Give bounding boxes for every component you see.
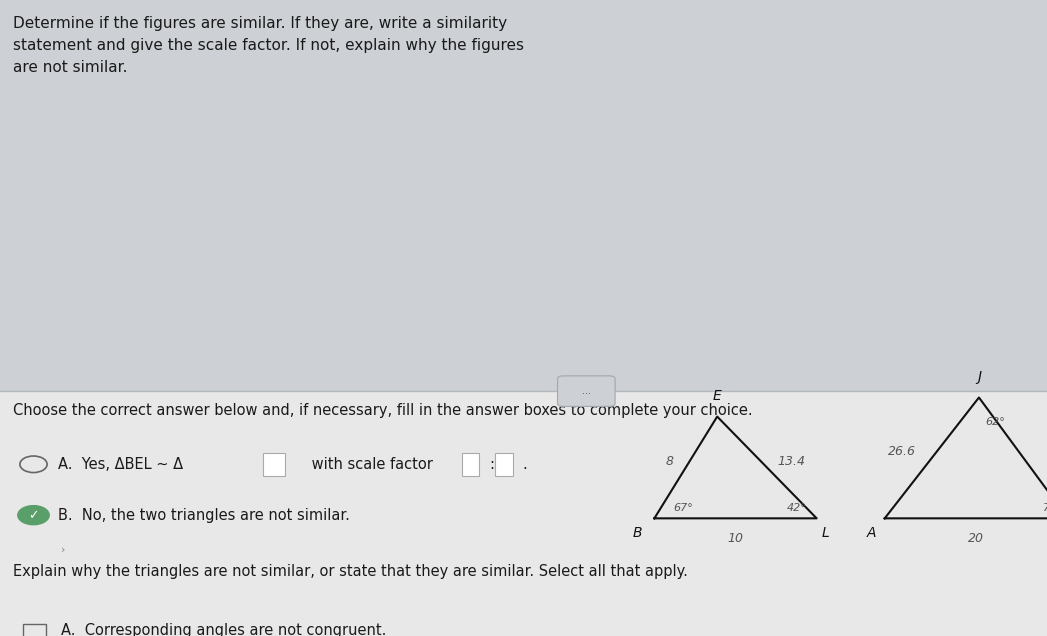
Text: 67°: 67° (673, 503, 693, 513)
Text: ...: ... (582, 386, 591, 396)
FancyBboxPatch shape (557, 376, 616, 406)
Text: 62°: 62° (985, 417, 1005, 427)
Text: :: : (489, 457, 494, 472)
Text: A: A (867, 526, 876, 540)
FancyBboxPatch shape (0, 391, 1047, 636)
Text: 20: 20 (968, 532, 984, 545)
Text: L: L (822, 526, 829, 540)
Text: 10: 10 (728, 532, 743, 545)
Text: ✓: ✓ (28, 509, 39, 522)
Text: .: . (522, 457, 528, 472)
Text: 42°: 42° (786, 503, 806, 513)
Text: A.  Yes, ΔBEL ∼ Δ: A. Yes, ΔBEL ∼ Δ (58, 457, 183, 472)
Text: A.  Corresponding angles are not congruent.: A. Corresponding angles are not congruen… (61, 623, 386, 636)
Circle shape (18, 506, 49, 525)
Text: with scale factor: with scale factor (307, 457, 438, 472)
Text: 26.6: 26.6 (888, 445, 916, 458)
Text: B: B (632, 526, 642, 540)
Text: Determine if the figures are similar. If they are, write a similarity
statement : Determine if the figures are similar. If… (13, 16, 524, 75)
Text: B.  No, the two triangles are not similar.: B. No, the two triangles are not similar… (58, 508, 350, 523)
Text: ›: › (61, 545, 65, 555)
Text: 13.4: 13.4 (777, 455, 805, 467)
Text: J: J (977, 370, 981, 384)
Text: 79°: 79° (1043, 503, 1047, 513)
Text: E: E (713, 389, 721, 403)
Text: 8: 8 (665, 455, 673, 467)
Text: Choose the correct answer below and, if necessary, fill in the answer boxes to c: Choose the correct answer below and, if … (13, 403, 752, 418)
Text: Explain why the triangles are not similar, or state that they are similar. Selec: Explain why the triangles are not simila… (13, 564, 688, 579)
